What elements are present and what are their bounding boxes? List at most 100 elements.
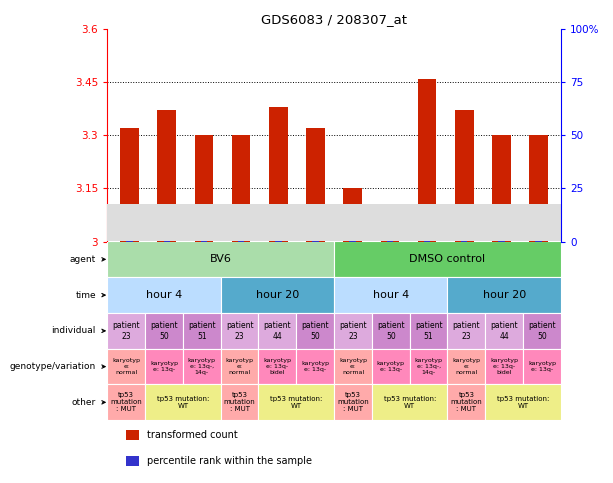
Text: karyotyp
e: 13q-
bidel: karyotyp e: 13q- bidel: [490, 358, 518, 375]
Bar: [107, 277, 221, 313]
Bar: [424, 220, 430, 242]
Bar: [409, 349, 447, 384]
Bar: [126, 220, 133, 242]
Text: tp53
mutation
: MUT: tp53 mutation : MUT: [451, 392, 482, 412]
Bar: [126, 456, 139, 466]
Text: tp53 mutation:
WT: tp53 mutation: WT: [497, 396, 549, 409]
Text: tp53 mutation:
WT: tp53 mutation: WT: [384, 396, 436, 409]
Text: patient
50: patient 50: [150, 321, 178, 341]
Bar: [107, 349, 145, 384]
Bar: [145, 384, 221, 420]
Text: karyotyp
e:
normal: karyotyp e: normal: [339, 358, 367, 375]
Bar: [158, 111, 176, 242]
Bar: [372, 384, 447, 420]
Bar: [455, 111, 473, 242]
Text: DMSO control: DMSO control: [409, 255, 485, 264]
Bar: [343, 188, 362, 242]
Text: transformed count: transformed count: [147, 430, 238, 440]
Text: patient
23: patient 23: [112, 321, 140, 341]
Bar: [485, 313, 523, 349]
Text: hour 4: hour 4: [373, 290, 409, 300]
Bar: [195, 135, 213, 242]
Bar: [372, 313, 409, 349]
Bar: [409, 313, 447, 349]
Text: tp53 mutation:
WT: tp53 mutation: WT: [157, 396, 209, 409]
Bar: [259, 313, 296, 349]
Text: patient
23: patient 23: [339, 321, 367, 341]
Bar: [296, 349, 334, 384]
Text: patient
23: patient 23: [452, 321, 480, 341]
Bar: [334, 384, 372, 420]
Text: karyotyp
e: 13q-,
14q-: karyotyp e: 13q-, 14q-: [188, 358, 216, 375]
Bar: [145, 349, 183, 384]
Bar: [275, 220, 281, 242]
Bar: [387, 224, 393, 242]
Text: patient
44: patient 44: [264, 321, 291, 341]
Text: percentile rank within the sample: percentile rank within the sample: [147, 456, 312, 466]
Bar: [523, 349, 561, 384]
Text: tp53
mutation
: MUT: tp53 mutation : MUT: [337, 392, 369, 412]
Text: tp53
mutation
: MUT: tp53 mutation : MUT: [224, 392, 256, 412]
Text: karyotyp
e:
normal: karyotyp e: normal: [112, 358, 140, 375]
Bar: [372, 349, 409, 384]
Text: tp53 mutation:
WT: tp53 mutation: WT: [270, 396, 322, 409]
Bar: [221, 384, 259, 420]
Text: karyotyp
e: 13q-: karyotyp e: 13q-: [301, 361, 329, 372]
Bar: [145, 313, 183, 349]
Bar: [417, 79, 436, 242]
Text: karyotyp
e: 13q-: karyotyp e: 13q-: [150, 361, 178, 372]
Text: karyotyp
e:
normal: karyotyp e: normal: [452, 358, 481, 375]
Text: time: time: [75, 291, 96, 299]
Text: patient
51: patient 51: [415, 321, 443, 341]
Text: karyotyp
e:
normal: karyotyp e: normal: [226, 358, 254, 375]
Bar: [164, 220, 170, 242]
Title: GDS6083 / 208307_at: GDS6083 / 208307_at: [261, 14, 407, 27]
Text: patient
44: patient 44: [490, 321, 518, 341]
Bar: [221, 277, 334, 313]
Text: BV6: BV6: [210, 255, 232, 264]
Text: hour 20: hour 20: [482, 290, 526, 300]
Bar: [221, 349, 259, 384]
Bar: [461, 220, 468, 242]
Text: karyotyp
e: 13q-: karyotyp e: 13q-: [377, 361, 405, 372]
Bar: [107, 384, 145, 420]
Text: hour 4: hour 4: [146, 290, 182, 300]
Bar: [296, 313, 334, 349]
Text: karyotyp
e: 13q-: karyotyp e: 13q-: [528, 361, 556, 372]
Bar: [535, 224, 542, 242]
Text: tp53
mutation
: MUT: tp53 mutation : MUT: [110, 392, 142, 412]
Bar: [447, 384, 485, 420]
Bar: [312, 224, 319, 242]
Bar: [126, 430, 139, 440]
Text: patient
50: patient 50: [377, 321, 405, 341]
Bar: [120, 128, 139, 242]
Bar: [349, 227, 356, 242]
Text: hour 20: hour 20: [256, 290, 299, 300]
Bar: [492, 135, 511, 242]
Bar: [259, 349, 296, 384]
Bar: [232, 135, 251, 242]
Text: other: other: [72, 398, 96, 407]
Bar: [200, 227, 207, 242]
Bar: [107, 204, 561, 242]
Bar: [381, 213, 399, 242]
Bar: [334, 277, 447, 313]
Text: patient
50: patient 50: [528, 321, 556, 341]
Text: patient
51: patient 51: [188, 321, 216, 341]
Bar: [447, 349, 485, 384]
Text: patient
50: patient 50: [302, 321, 329, 341]
Bar: [485, 349, 523, 384]
Text: genotype/variation: genotype/variation: [10, 362, 96, 371]
Bar: [334, 313, 372, 349]
Bar: [107, 242, 334, 277]
Bar: [498, 224, 504, 242]
Bar: [523, 313, 561, 349]
Bar: [259, 384, 334, 420]
Text: patient
23: patient 23: [226, 321, 253, 341]
Bar: [334, 242, 561, 277]
Text: agent: agent: [70, 255, 96, 264]
Text: karyotyp
e: 13q-
bidel: karyotyp e: 13q- bidel: [264, 358, 291, 375]
Bar: [183, 313, 221, 349]
Bar: [529, 135, 548, 242]
Text: individual: individual: [51, 327, 96, 335]
